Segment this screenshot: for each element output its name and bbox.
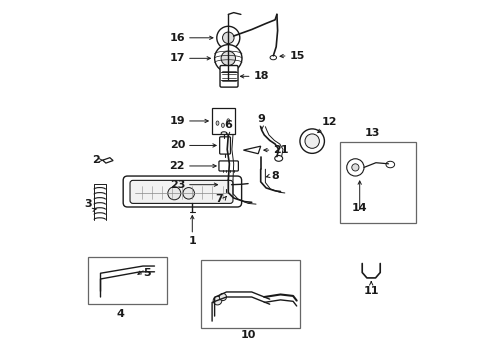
Circle shape	[299, 129, 324, 153]
FancyBboxPatch shape	[219, 137, 230, 154]
Text: 19: 19	[169, 116, 185, 126]
Text: 15: 15	[289, 51, 304, 61]
Text: 18: 18	[253, 71, 268, 81]
Text: 20: 20	[169, 140, 185, 150]
Circle shape	[351, 164, 358, 171]
Text: 2: 2	[92, 155, 100, 165]
Text: 6: 6	[224, 120, 231, 130]
Text: 13: 13	[364, 127, 379, 138]
Text: 10: 10	[241, 330, 256, 341]
Ellipse shape	[385, 161, 394, 168]
FancyBboxPatch shape	[220, 66, 238, 87]
Text: 5: 5	[143, 268, 151, 278]
Ellipse shape	[274, 156, 282, 161]
FancyBboxPatch shape	[123, 176, 241, 207]
Text: 8: 8	[271, 171, 279, 181]
Polygon shape	[243, 146, 260, 154]
Text: 23: 23	[169, 180, 185, 190]
Polygon shape	[123, 180, 241, 203]
Text: 1: 1	[188, 236, 196, 246]
Circle shape	[222, 32, 234, 44]
Polygon shape	[102, 158, 113, 163]
Bar	[339, 142, 415, 223]
Ellipse shape	[226, 119, 229, 123]
Circle shape	[214, 45, 242, 72]
Text: 12: 12	[321, 117, 337, 127]
Ellipse shape	[269, 55, 276, 60]
FancyBboxPatch shape	[130, 180, 232, 203]
Circle shape	[346, 159, 363, 176]
Text: 22: 22	[169, 161, 185, 171]
Circle shape	[221, 51, 235, 66]
Circle shape	[183, 188, 194, 199]
Text: 7: 7	[215, 194, 223, 204]
Bar	[201, 260, 300, 328]
Text: 21: 21	[273, 145, 288, 155]
Ellipse shape	[216, 121, 219, 125]
Text: 9: 9	[257, 114, 265, 124]
Bar	[212, 108, 235, 134]
Ellipse shape	[221, 132, 226, 135]
Bar	[88, 257, 167, 304]
Text: 16: 16	[169, 33, 185, 43]
Circle shape	[216, 26, 239, 49]
Text: 17: 17	[169, 53, 185, 63]
Text: 11: 11	[363, 286, 378, 296]
FancyBboxPatch shape	[219, 161, 238, 171]
Ellipse shape	[221, 123, 224, 127]
Circle shape	[167, 187, 181, 200]
Text: 3: 3	[84, 199, 92, 209]
Text: 14: 14	[351, 203, 367, 213]
Circle shape	[213, 296, 222, 305]
Ellipse shape	[221, 181, 231, 189]
Circle shape	[219, 293, 226, 301]
Circle shape	[305, 134, 319, 148]
Text: 4: 4	[116, 309, 124, 319]
